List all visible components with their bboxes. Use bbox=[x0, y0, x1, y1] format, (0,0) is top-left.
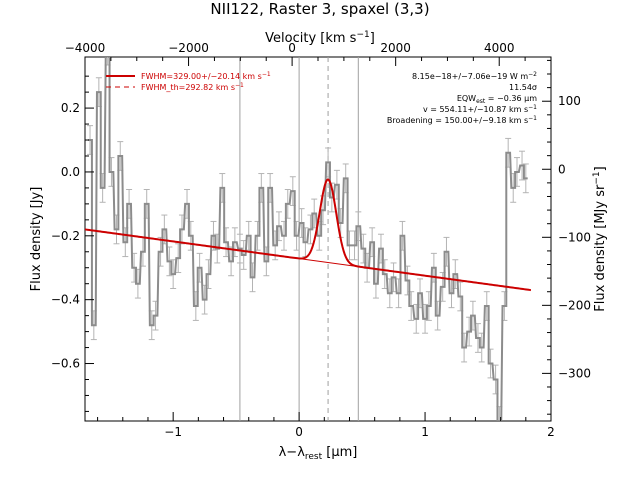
legend-entry-fwhm-th: FWHM_th=292.82 km s−1 bbox=[141, 82, 244, 92]
x-tick-label: 0 bbox=[295, 425, 303, 439]
data-series bbox=[88, 57, 528, 421]
y-tick-label: −0.6 bbox=[51, 357, 80, 371]
right-axis-label: Flux density [MJy sr−1] bbox=[592, 166, 608, 311]
top-tick-label: 4000 bbox=[484, 41, 515, 55]
legend-entry-fwhm: FWHM=329.00+/−20.14 km s−1 bbox=[141, 71, 271, 81]
annotation-velocity: v = 554.11+/−10.87 km s−1 bbox=[423, 104, 537, 114]
top-tick-label: −4000 bbox=[65, 41, 106, 55]
top-axis-label: Velocity [km s−1] bbox=[265, 30, 375, 46]
fit-layer bbox=[85, 178, 531, 292]
data-step-line bbox=[88, 57, 528, 421]
x-tick-label: 1 bbox=[421, 425, 429, 439]
x-tick-label: 2 bbox=[547, 425, 555, 439]
fit-annotations: 8.15e−18+/−7.06e−19 W m−2 11.54σ EQWest … bbox=[387, 71, 537, 125]
annotation-eqw: EQWest = −0.36 μm bbox=[457, 94, 537, 105]
x-tick-label: −1 bbox=[164, 425, 182, 439]
gaussian-fit-line bbox=[85, 178, 531, 292]
top-tick-label: 0 bbox=[288, 41, 296, 55]
right-tick-label: 100 bbox=[558, 94, 581, 108]
x-axis-label: λ−λrest [μm] bbox=[279, 445, 358, 462]
annotation-snr: 11.54σ bbox=[509, 83, 537, 92]
y-tick-label: −0.4 bbox=[51, 293, 80, 307]
y-tick-label: 0.0 bbox=[61, 165, 80, 179]
right-tick-label: −300 bbox=[558, 366, 591, 380]
annotation-flux: 8.15e−18+/−7.06e−19 W m−2 bbox=[412, 71, 537, 81]
right-tick-label: −100 bbox=[558, 230, 591, 244]
y-axis-label: Flux density [Jy] bbox=[29, 187, 44, 292]
axis-ticks: −1 0 1 2−4000 −2000 0 2000 40000.20.0−0.2−0.4−0… bbox=[51, 41, 591, 439]
annotation-broadening: Broadening = 150.00+/−9.18 km s−1 bbox=[387, 115, 537, 125]
legend: FWHM=329.00+/−20.14 km s−1 FWHM_th=292.8… bbox=[106, 71, 271, 92]
top-tick-label: 2000 bbox=[380, 41, 411, 55]
y-tick-label: 0.2 bbox=[61, 101, 80, 115]
right-tick-label: 0 bbox=[558, 162, 566, 176]
chart-title: NII122, Raster 3, spaxel (3,3) bbox=[210, 0, 429, 18]
top-tick-label: −2000 bbox=[168, 41, 209, 55]
y-tick-label: −0.2 bbox=[51, 229, 80, 243]
right-tick-label: −200 bbox=[558, 298, 591, 312]
